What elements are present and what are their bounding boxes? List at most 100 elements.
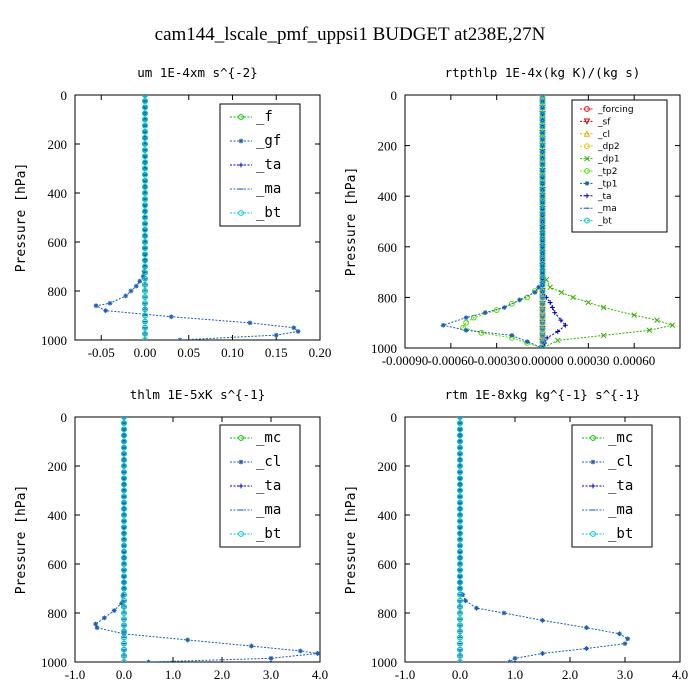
y-tick-label: 800 [378,606,398,621]
y-axis-label: Pressure [hPa] [14,485,29,595]
data-point [121,456,127,463]
y-tick-label: 400 [48,186,68,201]
plot-frame [74,416,321,663]
data-point [273,332,279,338]
data-point [555,337,561,344]
data-point [509,300,515,307]
data-point [102,615,107,621]
data-point [121,634,127,641]
y-tick-label: 0 [391,88,398,103]
x-tick-label: 0.00030 [567,353,609,368]
data-point [457,622,463,629]
data-point [457,573,463,580]
data-point [539,300,546,307]
chart-title: um 1E-4xm s^{-2} [137,65,257,80]
data-point [547,300,553,305]
data-point [121,432,127,439]
data-point [539,174,546,181]
legend-entry: _ta [256,478,281,494]
data-point [539,243,546,250]
legend-entry: _mc [256,430,281,446]
data-point [142,269,148,276]
data-point [121,573,127,580]
data-point [142,312,148,319]
data-point [295,329,301,334]
data-point [470,314,477,321]
data-point [539,319,546,326]
y-tick-label: 1000 [371,655,397,670]
series-group [457,417,631,662]
data-point [121,542,127,549]
data-point [142,165,148,172]
data-point [142,330,148,337]
data-point [142,318,148,325]
chart-panel-4: rtm 1E-8xkg kg^{-1} s^{-1} -1.0 0.0 1.0 2.0 3… [344,387,688,682]
data-point [501,610,507,616]
y-tick-label: 600 [48,235,68,250]
legend-entry: _ta [608,478,633,494]
figure-title: cam144_lscale_pmf_uppsi1 BUDGET at238E,2… [155,24,546,45]
data-point [121,481,127,488]
x-tick-label: -0.00030 [473,353,520,368]
data-point [457,481,463,488]
y-tick-label: 400 [378,508,398,523]
legend-swatch-marker [238,459,244,465]
data-point [539,218,546,225]
data-point [539,288,546,294]
x-tick-label: -0.00060 [428,353,475,368]
data-point [123,293,129,299]
legend-swatch-marker [584,143,590,150]
data-point [547,284,553,291]
data-point [247,320,253,326]
data-point [509,332,515,338]
data-point [142,104,148,111]
legend-entry: _ma [608,502,633,518]
legend-swatch-marker [238,162,244,168]
y-axis-label: Pressure [hPa] [344,167,359,277]
data-point [133,283,139,289]
data-point [142,141,148,147]
y-tick-label: 600 [378,557,398,572]
data-point [539,237,546,244]
data-point [457,475,463,482]
data-point [142,245,148,252]
series-line-ta [542,95,567,348]
data-point [457,512,463,518]
x-tick-label: 0.10 [221,345,244,360]
data-point [142,220,148,227]
x-tick-label: 0.15 [265,345,288,360]
data-point [111,608,117,613]
data-point [493,307,500,313]
data-point [501,305,507,310]
data-point [539,338,546,345]
data-point [539,123,546,130]
data-point [540,345,545,348]
data-point [142,171,148,178]
data-point [137,278,143,284]
y-tick-label: 600 [378,240,398,255]
x-tick-label: -0.05 [88,345,115,360]
data-point [120,593,126,599]
data-point [121,640,127,647]
data-point [121,628,127,635]
data-point [457,634,463,641]
x-tick-label: 1.0 [507,667,523,682]
x-tick-label: -1.0 [395,667,416,682]
data-point [539,332,546,339]
data-point [463,327,469,333]
data-point [168,314,174,320]
data-point [463,315,469,321]
data-point [121,561,127,567]
data-point [540,217,545,223]
series-group [440,95,676,348]
x-tick-label: 3.0 [617,667,633,682]
y-tick-label: 600 [48,557,68,572]
y-tick-label: 800 [48,284,68,299]
data-point [94,625,100,631]
legend-swatch-marker [238,435,244,441]
x-tick-label: 0.00000 [521,353,563,368]
legend-entry: _sf [597,117,611,127]
data-point [457,616,463,623]
x-tick-label: 3.0 [263,667,279,682]
